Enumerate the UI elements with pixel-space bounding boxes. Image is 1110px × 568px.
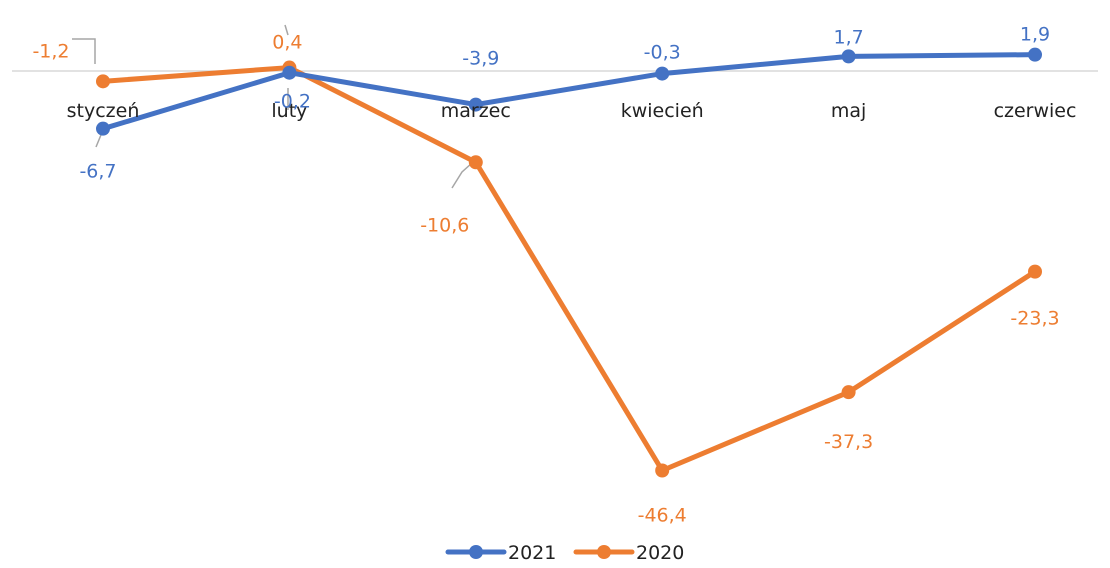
data-label-2021-3: -0,3 [644, 42, 681, 64]
category-label: kwiecień [621, 100, 704, 122]
series-markers [96, 47, 1042, 478]
marker-2021-1 [282, 65, 297, 80]
data-labels: -6,7 -0,2 -3,9 -0,3 1,7 1,9 -1,2 0,4 -10,6 -46,4 -… [32, 24, 1059, 527]
data-label-2021-4: 1,7 [833, 26, 863, 48]
data-label-2020-0: -1,2 [32, 40, 69, 62]
data-label-2020-5: -23,3 [1010, 308, 1059, 330]
marker-2021-4 [841, 49, 856, 64]
data-label-2020-3: -46,4 [638, 505, 687, 527]
legend-label-2020: 2020 [636, 542, 684, 564]
series-line-2021 [100, 52, 1038, 132]
leader-line [451, 162, 473, 189]
marker-2021-5 [1028, 47, 1042, 62]
leader-line [284, 24, 289, 36]
marker-2020-3 [655, 463, 670, 478]
data-label-2021-5: 1,9 [1020, 24, 1050, 46]
marker-2020-0 [96, 74, 110, 89]
category-label: styczeń [67, 100, 140, 122]
category-label: maj [831, 100, 866, 122]
legend-marker-2021 [469, 545, 483, 559]
marker-2021-3 [655, 66, 670, 81]
series-line-2020 [100, 65, 1038, 474]
marker-2021-2 [468, 97, 483, 112]
leader-lines [72, 24, 473, 189]
data-label-2020-1: 0,4 [272, 32, 302, 54]
data-label-2020-4: -37,3 [824, 431, 873, 453]
leader-line [72, 38, 96, 64]
data-label-2020-2: -10,6 [420, 214, 469, 236]
legend: 2021 2020 [445, 542, 684, 564]
data-label-2021-0: -6,7 [79, 161, 116, 183]
category-label: luty [271, 100, 307, 122]
category-labels: styczeń luty marzec kwiecień maj czerwiec [67, 100, 1077, 122]
marker-2020-4 [841, 385, 856, 400]
category-label: marzec [441, 100, 511, 122]
marker-2020-2 [468, 155, 483, 170]
legend-label-2021: 2021 [508, 542, 556, 564]
series-lines [100, 52, 1038, 474]
marker-2021-0 [96, 121, 110, 136]
legend-marker-2020 [597, 545, 611, 559]
data-label-2021-1: -0,2 [274, 91, 311, 113]
data-label-2021-2: -3,9 [462, 48, 499, 70]
category-label: czerwiec [994, 100, 1077, 122]
marker-2020-5 [1028, 264, 1042, 279]
